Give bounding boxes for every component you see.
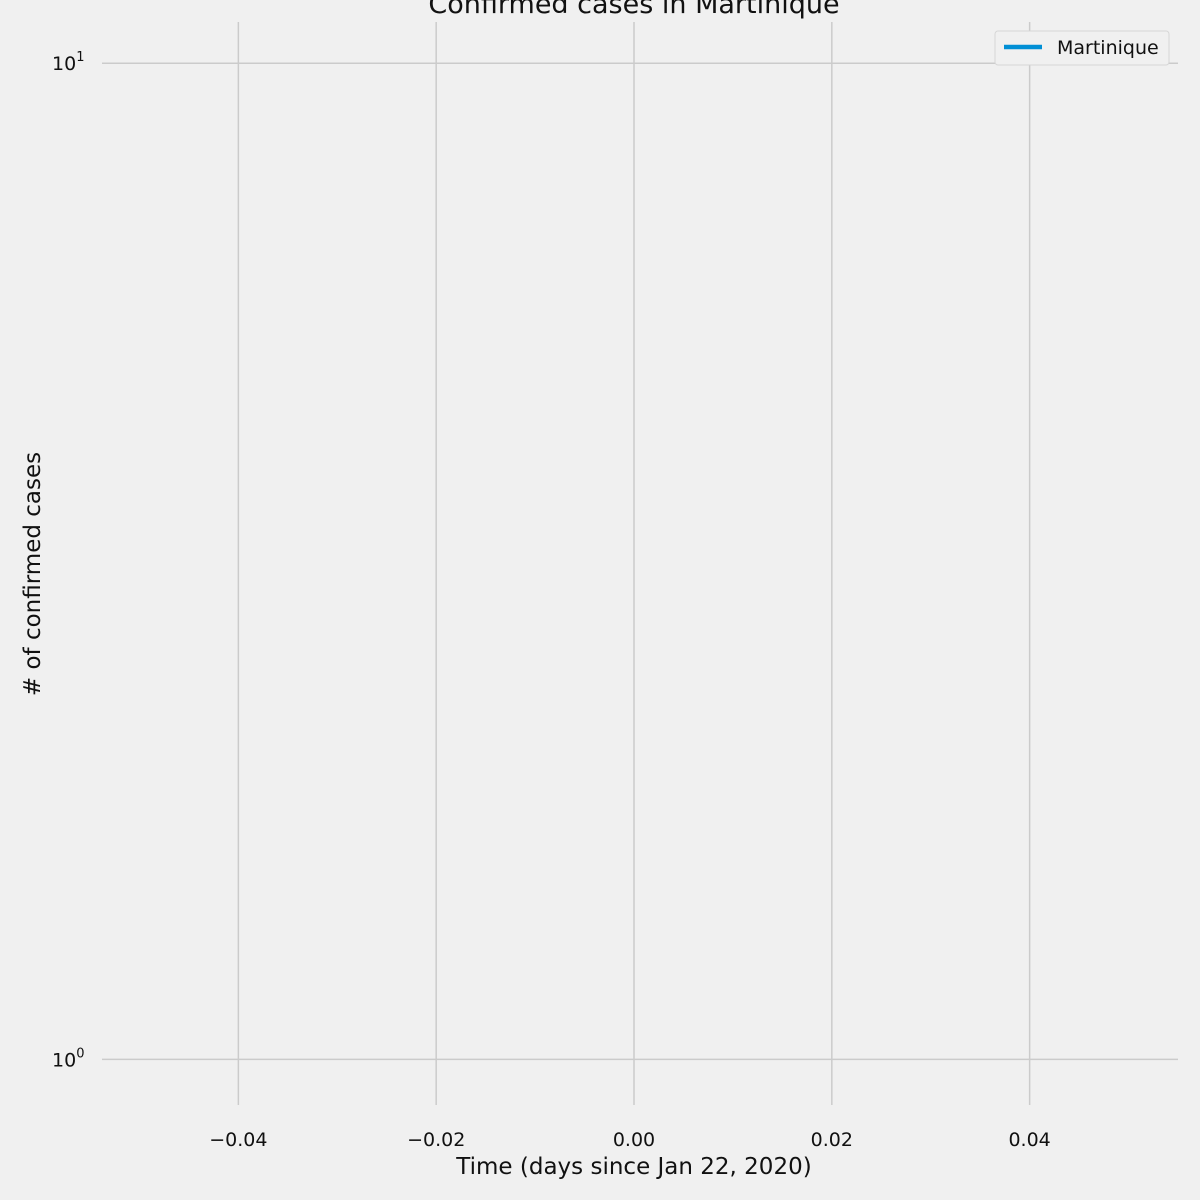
legend-label-martinique: Martinique (1057, 37, 1159, 59)
chart-title: Confirmed cases in Martinique (428, 0, 839, 20)
x-tick-label: 0.02 (811, 1129, 853, 1151)
x-tick-label: −0.02 (407, 1129, 465, 1151)
x-gridlines (237, 22, 1031, 1105)
x-tick-label: −0.04 (209, 1129, 267, 1151)
x-tick-label: 0.00 (613, 1129, 655, 1151)
y-tick-label: 100 (52, 1046, 84, 1071)
y-tick-labels: 100 101 (52, 50, 84, 1071)
legend-box (994, 30, 1170, 66)
y-tick-label: 101 (52, 50, 84, 75)
x-axis-label: Time (days since Jan 22, 2020) (455, 1154, 811, 1180)
y-axis-label: # of confirmed cases (20, 452, 46, 696)
x-tick-labels: −0.04 −0.02 0.00 0.02 0.04 (209, 1129, 1051, 1151)
legend: Martinique (994, 30, 1170, 66)
x-tick-label: 0.04 (1008, 1129, 1050, 1151)
